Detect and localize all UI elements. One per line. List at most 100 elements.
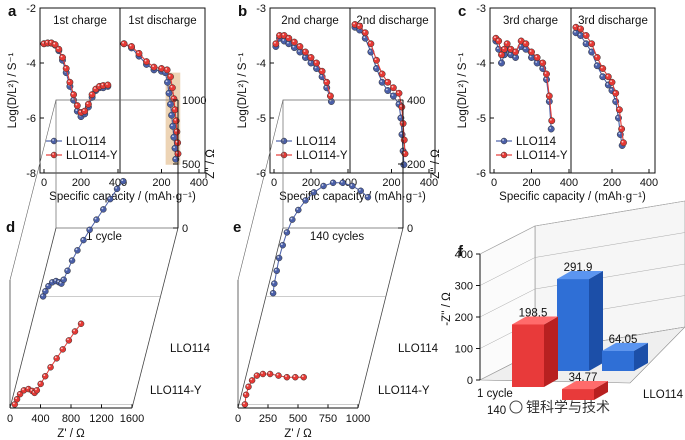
data-point-LLO114 <box>165 89 173 97</box>
data-point-LLO114-highlight <box>363 36 366 39</box>
data-point-LLO114-Y-body <box>70 91 78 99</box>
data-point-LLO114-Y <box>512 48 520 56</box>
data-point-LLO114-Y <box>620 139 627 147</box>
data-point-LLO114-Y-highlight <box>574 25 576 28</box>
data-point-LLO114-Y-highlight <box>79 110 81 113</box>
data-point-LLO114-Y-body <box>37 380 44 388</box>
data-point-LLO114-Y-body <box>171 106 179 114</box>
data-point-LLO114 <box>164 78 171 86</box>
data-point-LLO114-Y-body <box>313 59 320 67</box>
data-point-LLO114-Y-highlight <box>303 50 306 52</box>
data-point-LLO114-body <box>64 267 71 275</box>
grid-back <box>534 232 685 258</box>
data-point-LLO114-Y <box>150 63 158 71</box>
legend-marker-body <box>500 151 508 159</box>
data-point-LLO114-highlight <box>499 61 502 63</box>
data-point-LLO114-Y-body <box>323 78 331 86</box>
data-point-LLO114-Y-highlight <box>71 92 74 95</box>
data-point-LLO114-body <box>279 241 286 249</box>
data-point-LLO114-Y-highlight <box>524 41 526 44</box>
data-point-LLO114-Y-body <box>533 54 541 61</box>
data-point-LLO114-Y-highlight <box>595 55 598 58</box>
data-point-LLO114-body <box>119 177 127 185</box>
data-point-LLO114 <box>169 122 177 130</box>
y-tick-label: -4 <box>256 58 266 70</box>
data-point-LLO114-highlight <box>172 135 174 138</box>
data-point-LLO114-highlight <box>41 294 44 297</box>
y-tick-label: 100 <box>455 344 473 356</box>
data-point-LLO114-Y-highlight <box>357 24 360 27</box>
data-point-LLO114 <box>295 206 302 214</box>
x-tick-label: 1000 <box>346 413 370 425</box>
data-point-LLO114-Y-highlight <box>619 127 622 129</box>
data-point-LLO114-Y-highlight <box>255 373 257 376</box>
data-point-LLO114-Y <box>65 337 73 344</box>
data-point-LLO114-Y-body <box>608 78 616 86</box>
data-point-LLO114-highlight <box>115 186 118 189</box>
data-point-LLO114-Y-body <box>588 40 596 48</box>
legend-marker <box>280 151 288 159</box>
data-point-LLO114-Y <box>266 370 274 378</box>
data-point-LLO114-Y <box>618 125 626 133</box>
data-point-LLO114-Y <box>539 59 547 67</box>
data-point-LLO114-Y <box>173 128 181 136</box>
data-point-LLO114-highlight <box>271 291 274 294</box>
data-point-LLO114-Y-body <box>373 56 380 64</box>
data-point-LLO114-Y-highlight <box>18 392 21 395</box>
data-point-LLO114-Y-highlight <box>60 347 63 350</box>
x-tick-label: 500 <box>289 413 307 425</box>
data-point-LLO114-Y <box>307 54 315 61</box>
data-point-LLO114-highlight <box>57 280 60 283</box>
x-tick-label: 250 <box>259 413 277 425</box>
data-point-LLO114-Y-body <box>612 89 620 97</box>
data-point-LLO114-highlight <box>519 44 522 47</box>
data-point-LLO114-Y <box>168 84 176 92</box>
z-tick-label: 200 <box>407 159 425 171</box>
panel-letter: e <box>233 219 241 236</box>
data-point-LLO114-Y-highlight <box>353 22 355 25</box>
data-point-LLO114-Y-highlight <box>540 61 543 63</box>
discharge-label: 3rd discharge <box>578 15 648 27</box>
data-point-LLO114-Y-highlight <box>301 375 304 378</box>
data-point-LLO114 <box>364 193 372 201</box>
legend-label: LLO114 <box>516 136 557 148</box>
data-point-LLO114-Y <box>242 391 250 399</box>
data-point-LLO114-Y-body <box>120 40 128 48</box>
data-point-LLO114-Y <box>104 81 112 89</box>
data-point-LLO114-Y-body <box>361 29 369 37</box>
data-point-LLO114-Y-highlight <box>90 92 93 95</box>
data-point-LLO114-Y-body <box>62 65 70 72</box>
x-tick-label: 200 <box>72 177 90 189</box>
data-point-LLO114 <box>329 179 337 187</box>
panel-c: -3 -4 -5 -6 0 200 400 200 400 3rd charge 3rd disch… <box>457 3 658 203</box>
data-point-LLO114-highlight <box>170 124 173 127</box>
data-point-LLO114-Y-highlight <box>391 85 394 88</box>
data-point-LLO114-Y-highlight <box>529 50 532 52</box>
data-point-LLO114-highlight <box>287 41 289 44</box>
data-point-LLO114-Y <box>253 372 261 379</box>
data-point-LLO114-Y-highlight <box>174 118 177 121</box>
data-point-LLO114-Y-body <box>128 43 135 50</box>
data-point-LLO114-Y <box>248 377 256 384</box>
data-point-LLO114-Y-highlight <box>129 44 132 47</box>
data-point-LLO114-Y <box>326 92 334 100</box>
data-point-LLO114-highlight <box>366 195 368 198</box>
data-point-LLO114-body <box>273 267 280 275</box>
data-point-LLO114-Y-highlight <box>57 47 59 50</box>
data-point-LLO114-Y <box>71 328 79 335</box>
data-point-LLO114-Y-highlight <box>309 55 311 58</box>
y-tick-label: -6 <box>256 168 266 180</box>
data-point-LLO114-highlight <box>75 248 78 251</box>
data-point-LLO114-highlight <box>272 281 275 284</box>
data-point-LLO114-Y-body <box>283 373 291 381</box>
data-point-LLO114-highlight <box>87 227 90 230</box>
data-point-LLO114-Y-highlight <box>285 375 287 378</box>
bar-llo114-1cycle-front <box>557 279 589 371</box>
data-point-LLO114 <box>498 59 505 67</box>
data-point-LLO114 <box>68 257 76 264</box>
data-point-LLO114-highlight <box>75 109 78 112</box>
data-point-LLO114-Y <box>16 390 24 398</box>
legend-marker-highlight <box>502 153 504 155</box>
data-point-LLO114-Y <box>395 89 403 97</box>
bar-llo114y-140cycles-side <box>594 381 608 400</box>
